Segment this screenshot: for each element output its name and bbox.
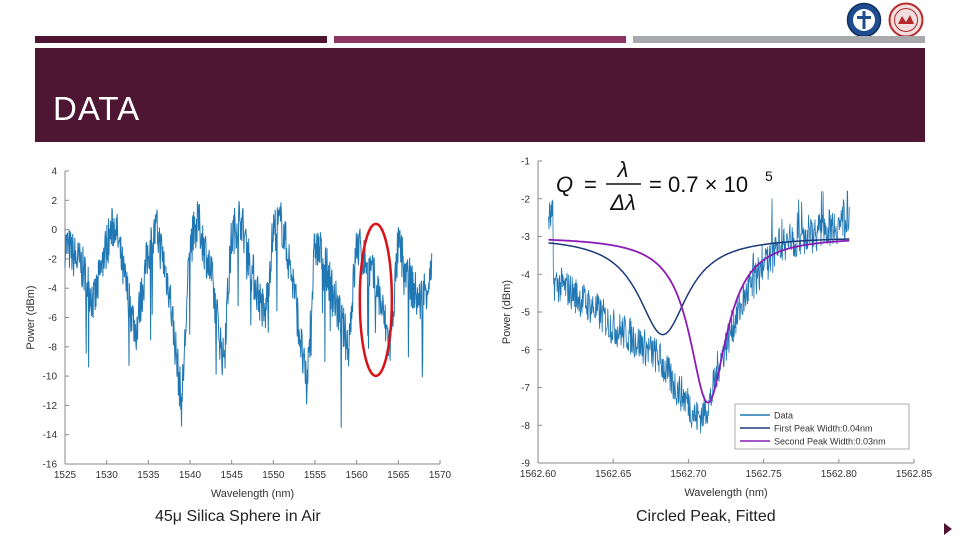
left-y-tick-label: -2 xyxy=(48,254,57,265)
right-y-axis-label: Power (dBm) xyxy=(501,280,513,344)
left-y-tick-label: -8 xyxy=(48,342,57,353)
resonance-circle-annotation xyxy=(358,222,394,378)
right-x-axis-label: Wavelength (nm) xyxy=(684,487,767,499)
right-y-tick-label: -4 xyxy=(521,270,530,281)
left-y-tick-label: 4 xyxy=(51,167,57,178)
left-x-tick-label: 1535 xyxy=(137,470,160,481)
q-equals: = xyxy=(584,172,597,197)
q-symbol: Q xyxy=(556,172,573,197)
slide-title: DATA xyxy=(53,90,141,127)
legend-label: Second Peak Width:0.03nm xyxy=(774,437,886,447)
left-x-tick-label: 1545 xyxy=(221,470,244,481)
right-y-tick-label: -1 xyxy=(521,157,530,168)
right-x-tick-label: 1562.60 xyxy=(520,469,557,480)
right-y-tick-label: -2 xyxy=(521,194,530,205)
university-seal-icon xyxy=(846,2,882,38)
institute-seal-icon xyxy=(888,2,924,38)
left-data-line xyxy=(64,200,433,428)
right-x-tick-label: 1562.75 xyxy=(746,469,783,480)
left-x-tick-label: 1555 xyxy=(304,470,327,481)
left-x-tick-label: 1530 xyxy=(96,470,119,481)
title-band: DATA xyxy=(35,48,925,142)
left-y-tick-label: -4 xyxy=(48,284,57,295)
right-y-tick-label: -6 xyxy=(521,345,530,356)
left-y-tick-label: -6 xyxy=(48,313,57,324)
caption-right: Circled Peak, Fitted xyxy=(636,508,776,525)
right-x-tick-label: 1562.85 xyxy=(896,469,933,480)
q-value: = 0.7 × 10 xyxy=(649,172,748,197)
right-data-line xyxy=(548,190,850,434)
q-delta-lambda: Δλ xyxy=(609,190,636,215)
left-y-tick-label: 0 xyxy=(51,225,57,236)
left-x-tick-label: 1565 xyxy=(387,470,410,481)
legend-label: First Peak Width:0.04nm xyxy=(774,424,873,434)
second-peak-fit-line xyxy=(548,238,850,404)
left-x-tick-label: 1570 xyxy=(429,470,452,481)
corner-arrow-icon xyxy=(944,523,952,535)
right-legend: Data First Peak Width:0.04nm Second Peak W… xyxy=(734,403,910,450)
right-y-tick-label: -7 xyxy=(521,383,530,394)
right-x-tick-label: 1562.70 xyxy=(670,469,707,480)
left-x-tick-label: 1550 xyxy=(262,470,285,481)
left-y-tick-label: -16 xyxy=(43,460,58,471)
left-x-tick-label: 1540 xyxy=(179,470,202,481)
left-y-tick-label: -10 xyxy=(43,372,58,383)
right-x-tick-label: 1562.80 xyxy=(821,469,858,480)
header-bar-mid xyxy=(334,36,626,43)
first-peak-fit-line xyxy=(548,238,850,336)
left-x-tick-label: 1560 xyxy=(346,470,369,481)
right-x-tick-label: 1562.65 xyxy=(595,469,632,480)
right-y-tick-label: -5 xyxy=(521,308,530,319)
header-bar-dark xyxy=(35,36,327,43)
right-y-tick-label: -9 xyxy=(521,459,530,470)
left-x-axis-label: Wavelength (nm) xyxy=(211,488,294,500)
q-exponent: 5 xyxy=(765,168,773,184)
q-formula: Q = λ Δλ = 0.7 × 10 5 xyxy=(556,157,773,215)
right-y-tick-label: -8 xyxy=(521,421,530,432)
caption-left: 45μ Silica Sphere in Air xyxy=(155,508,321,525)
left-y-tick-label: -12 xyxy=(43,401,58,412)
left-x-tick-label: 1525 xyxy=(54,470,77,481)
left-y-tick-label: 2 xyxy=(51,196,57,207)
header-bar-grey xyxy=(633,36,925,43)
legend-label: Data xyxy=(774,411,793,421)
left-y-axis-label: Power (dBm) xyxy=(25,285,37,349)
left-y-tick-label: -14 xyxy=(43,430,58,441)
right-y-tick-label: -3 xyxy=(521,232,530,243)
q-lambda: λ xyxy=(617,157,629,182)
